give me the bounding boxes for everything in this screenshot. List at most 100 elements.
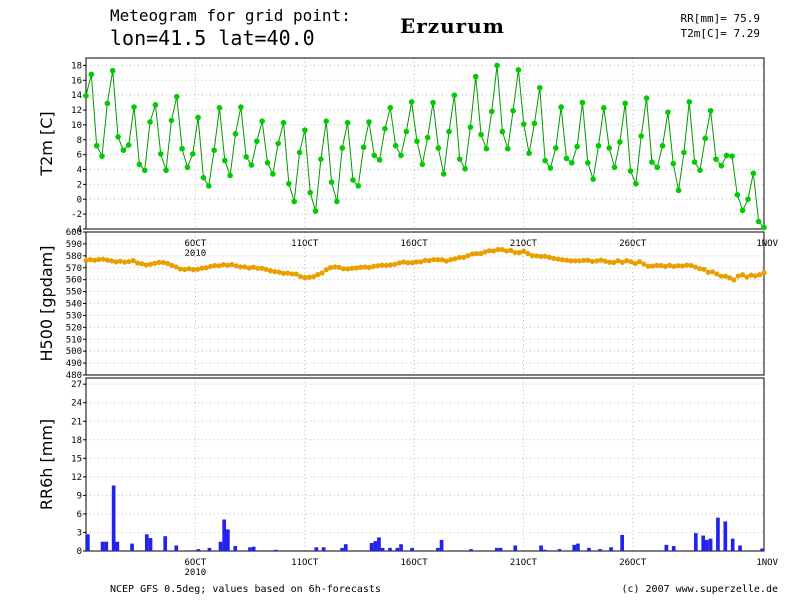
h500-point [649, 263, 656, 269]
h500-ytick-label: 480 [66, 371, 82, 381]
h500-point [486, 248, 492, 254]
h500-axis-label: H500 [gpdam] [37, 246, 56, 362]
h500-point [615, 258, 621, 264]
t2m-xtick-label: 1NOV [756, 239, 778, 249]
h500-point [96, 256, 102, 263]
t2m-point [729, 153, 735, 159]
h500-point [383, 262, 389, 268]
h500-ytick-label: 510 [66, 335, 82, 345]
t2m-point [398, 152, 404, 159]
t2m-point [152, 102, 159, 108]
h500-point [87, 257, 93, 263]
t2m-point [654, 164, 661, 171]
h500-point [280, 270, 286, 276]
h500-point [594, 258, 600, 264]
t2m-point [424, 134, 431, 141]
t2m-ytick-label: 8 [77, 136, 82, 146]
h500-point [555, 256, 561, 262]
t2m-ytick-label: 18 [71, 61, 82, 71]
h500-point [255, 265, 261, 271]
t2m-ytick-label: 14 [71, 91, 82, 101]
rr6h-bar [277, 550, 282, 551]
h500-point [362, 264, 368, 270]
t2m-point [472, 73, 479, 80]
t2m-point [627, 168, 634, 174]
t2m-point [681, 149, 687, 156]
h500-ytick-label: 530 [66, 311, 82, 321]
t2m-point [147, 119, 153, 125]
h500-point [143, 262, 149, 268]
rr6h-bar [130, 543, 134, 551]
h500-point [246, 265, 252, 271]
t2m-point [558, 104, 564, 110]
h500-point [452, 256, 458, 262]
t2m-point [649, 159, 655, 165]
h500-point [134, 260, 141, 266]
rr6h-bar [395, 547, 400, 551]
h500-point [551, 255, 557, 262]
rr6h-bar [469, 549, 473, 551]
h500-point [336, 264, 342, 270]
rr6h-bar [664, 544, 669, 551]
h500-point [104, 257, 111, 263]
rr6h-bar [207, 547, 212, 551]
t2m-point [88, 71, 95, 78]
t2m-point [286, 180, 292, 187]
h500-point [503, 248, 510, 254]
h500-point [100, 256, 106, 262]
t2m-point [339, 145, 346, 151]
t2m-point [440, 171, 447, 177]
rr6h-ytick-label: 6 [77, 510, 82, 520]
t2m-point [745, 196, 751, 203]
h500-point [739, 272, 746, 278]
h500-ytick-label: 520 [66, 323, 82, 333]
h500-point [422, 257, 428, 263]
t2m-point [520, 121, 527, 127]
t2m-point [723, 152, 730, 159]
h500-point [117, 258, 123, 264]
t2m-point [638, 133, 645, 139]
rr6h-bar [513, 545, 518, 551]
rr6h-bar [723, 521, 728, 551]
h500-point [602, 258, 608, 264]
h500-point [722, 273, 728, 279]
rr6h-xtick-year: 2010 [185, 568, 207, 578]
rr6h-bar [388, 547, 392, 551]
rr6h-xtick-label: 21OCT [510, 558, 538, 568]
rr6h-bar [273, 549, 278, 551]
h500-point [130, 258, 136, 264]
h500-point [469, 251, 475, 257]
t2m-point [334, 198, 340, 205]
h500-point [727, 275, 733, 281]
t2m-point [670, 160, 677, 167]
h500-point [731, 277, 737, 283]
h500-point [366, 264, 372, 271]
h500-point [576, 258, 583, 264]
t2m-point [611, 164, 618, 171]
h500-point [375, 263, 381, 269]
t2m-point [504, 145, 511, 152]
h500-point [606, 259, 613, 265]
h500-point [250, 264, 256, 270]
t2m-point [222, 157, 228, 164]
h500-point [259, 265, 265, 271]
t2m-point [659, 142, 666, 149]
rr6h-bar [163, 536, 168, 551]
rr6h-ytick-label: 0 [77, 547, 82, 557]
h500-point [267, 268, 274, 274]
t2m-point [173, 93, 180, 100]
t2m-point [622, 100, 628, 107]
rr6h-bar [104, 541, 109, 551]
h500-ytick-label: 540 [66, 300, 82, 310]
h500-point [546, 254, 553, 260]
rr6h-ytick-label: 9 [77, 491, 82, 501]
h500-point [370, 263, 377, 269]
h500-point [697, 266, 703, 272]
rr6h-bar [436, 547, 440, 551]
h500-point [113, 259, 119, 265]
t2m-point [184, 164, 191, 171]
t2m-point [408, 99, 415, 105]
t2m-point [195, 114, 201, 121]
rr6h-bar [174, 545, 179, 551]
h500-point [173, 264, 179, 270]
